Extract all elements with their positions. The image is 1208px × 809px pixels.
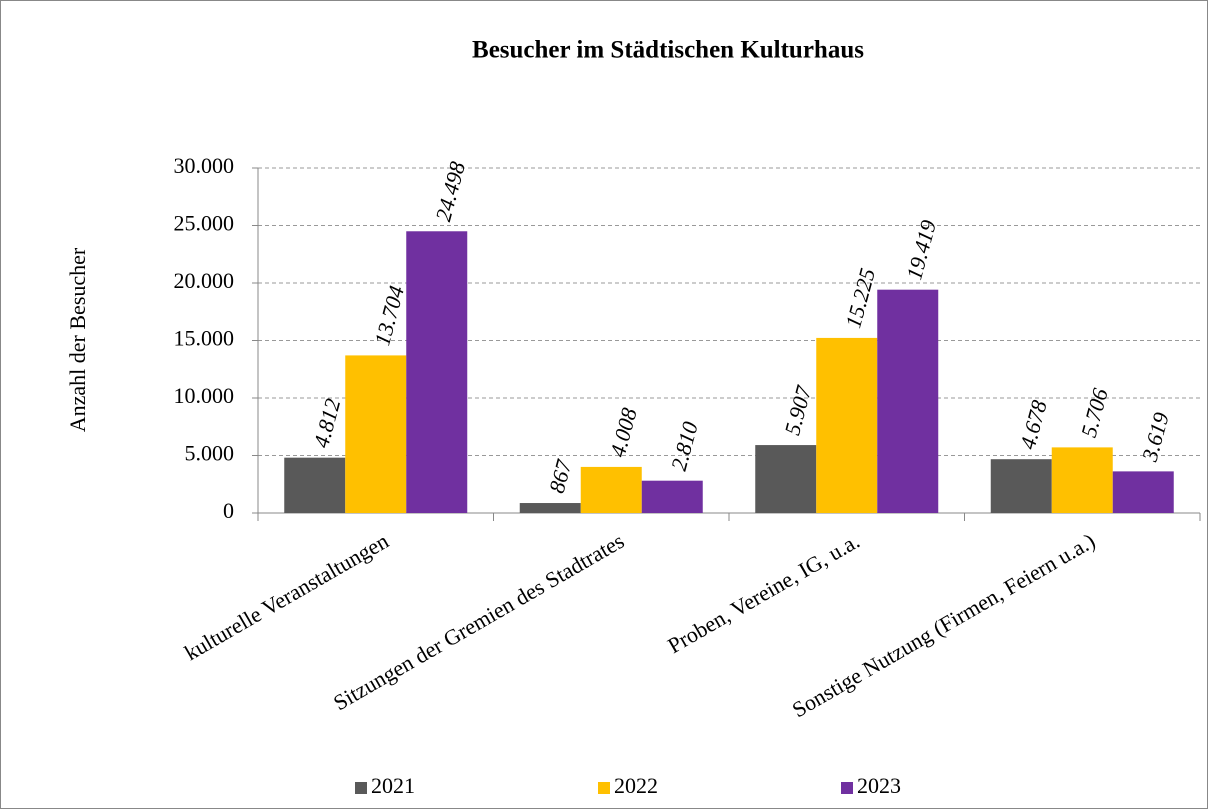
y-tick-label: 0	[223, 498, 234, 523]
bar	[990, 459, 1052, 513]
y-tick-label: 30.000	[174, 153, 235, 178]
bar	[519, 503, 581, 513]
chart-title: Besucher im Städtischen Kulturhaus	[472, 37, 864, 64]
bar	[755, 445, 817, 513]
legend-swatch	[841, 782, 853, 794]
bar	[877, 289, 939, 513]
legend-label: 2022	[614, 773, 658, 798]
y-tick-label: 10.000	[174, 383, 235, 408]
bar	[1112, 471, 1174, 513]
bar	[580, 466, 642, 513]
bar	[345, 355, 407, 513]
legend-swatch	[598, 782, 610, 794]
y-tick-label: 25.000	[174, 211, 235, 236]
y-tick-label: 5.000	[185, 441, 235, 466]
y-tick-label: 20.000	[174, 268, 235, 293]
y-axis-label: Anzahl der Besucher	[65, 247, 90, 432]
bar	[284, 457, 346, 513]
bar	[816, 337, 878, 513]
bar	[1051, 447, 1113, 513]
legend-swatch	[355, 782, 367, 794]
legend-label: 2023	[857, 773, 901, 798]
y-tick-label: 15.000	[174, 326, 235, 351]
bar	[406, 231, 468, 513]
bar	[641, 480, 703, 513]
legend-label: 2021	[371, 773, 415, 798]
